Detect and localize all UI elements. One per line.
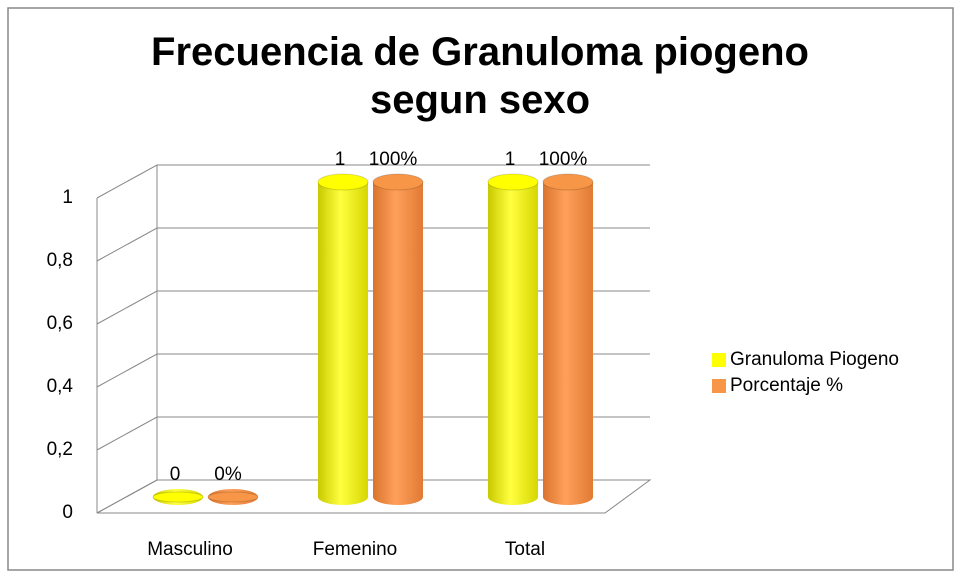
y-tick-label: 0,2: [47, 439, 73, 460]
chart-title: Frecuencia de Granuloma piogeno segun se…: [151, 30, 809, 122]
grid-line: [96, 164, 650, 199]
y-tick-label: 0: [62, 502, 73, 523]
bar: [488, 182, 538, 497]
bar-top: [317, 173, 369, 191]
data-label: 0: [170, 464, 181, 485]
y-tick-label: 0,4: [47, 376, 74, 397]
data-label: 0%: [214, 464, 242, 485]
bar-top: [487, 173, 539, 191]
grid-line: [96, 353, 650, 388]
legend-label: Granuloma Piogeno: [730, 349, 899, 370]
legend-swatch: [712, 379, 726, 393]
bar-top: [372, 173, 424, 191]
data-label: 1: [335, 149, 346, 170]
bar-top: [207, 491, 259, 503]
grid-line: [96, 290, 650, 325]
grid-line: [96, 227, 650, 262]
x-tick-label: Femenino: [313, 539, 398, 560]
legend-swatch: [712, 353, 726, 367]
bar: [318, 182, 368, 497]
grid-line: [96, 416, 650, 451]
grid-line: [96, 479, 650, 514]
bar-top: [542, 173, 594, 191]
y-tick-label: 0,8: [47, 250, 73, 271]
bar-top: [152, 491, 204, 503]
legend-label: Porcentaje %: [730, 375, 843, 396]
bar: [373, 182, 423, 497]
bar: [543, 182, 593, 497]
data-label: 100%: [539, 149, 588, 170]
data-label: 1: [505, 149, 516, 170]
y-tick-label: 0,6: [47, 313, 73, 334]
data-label: 100%: [369, 149, 418, 170]
y-tick-label: 1: [62, 187, 73, 208]
x-tick-label: Masculino: [147, 539, 233, 560]
x-tick-label: Total: [505, 539, 545, 560]
chart-border: [7, 7, 954, 571]
